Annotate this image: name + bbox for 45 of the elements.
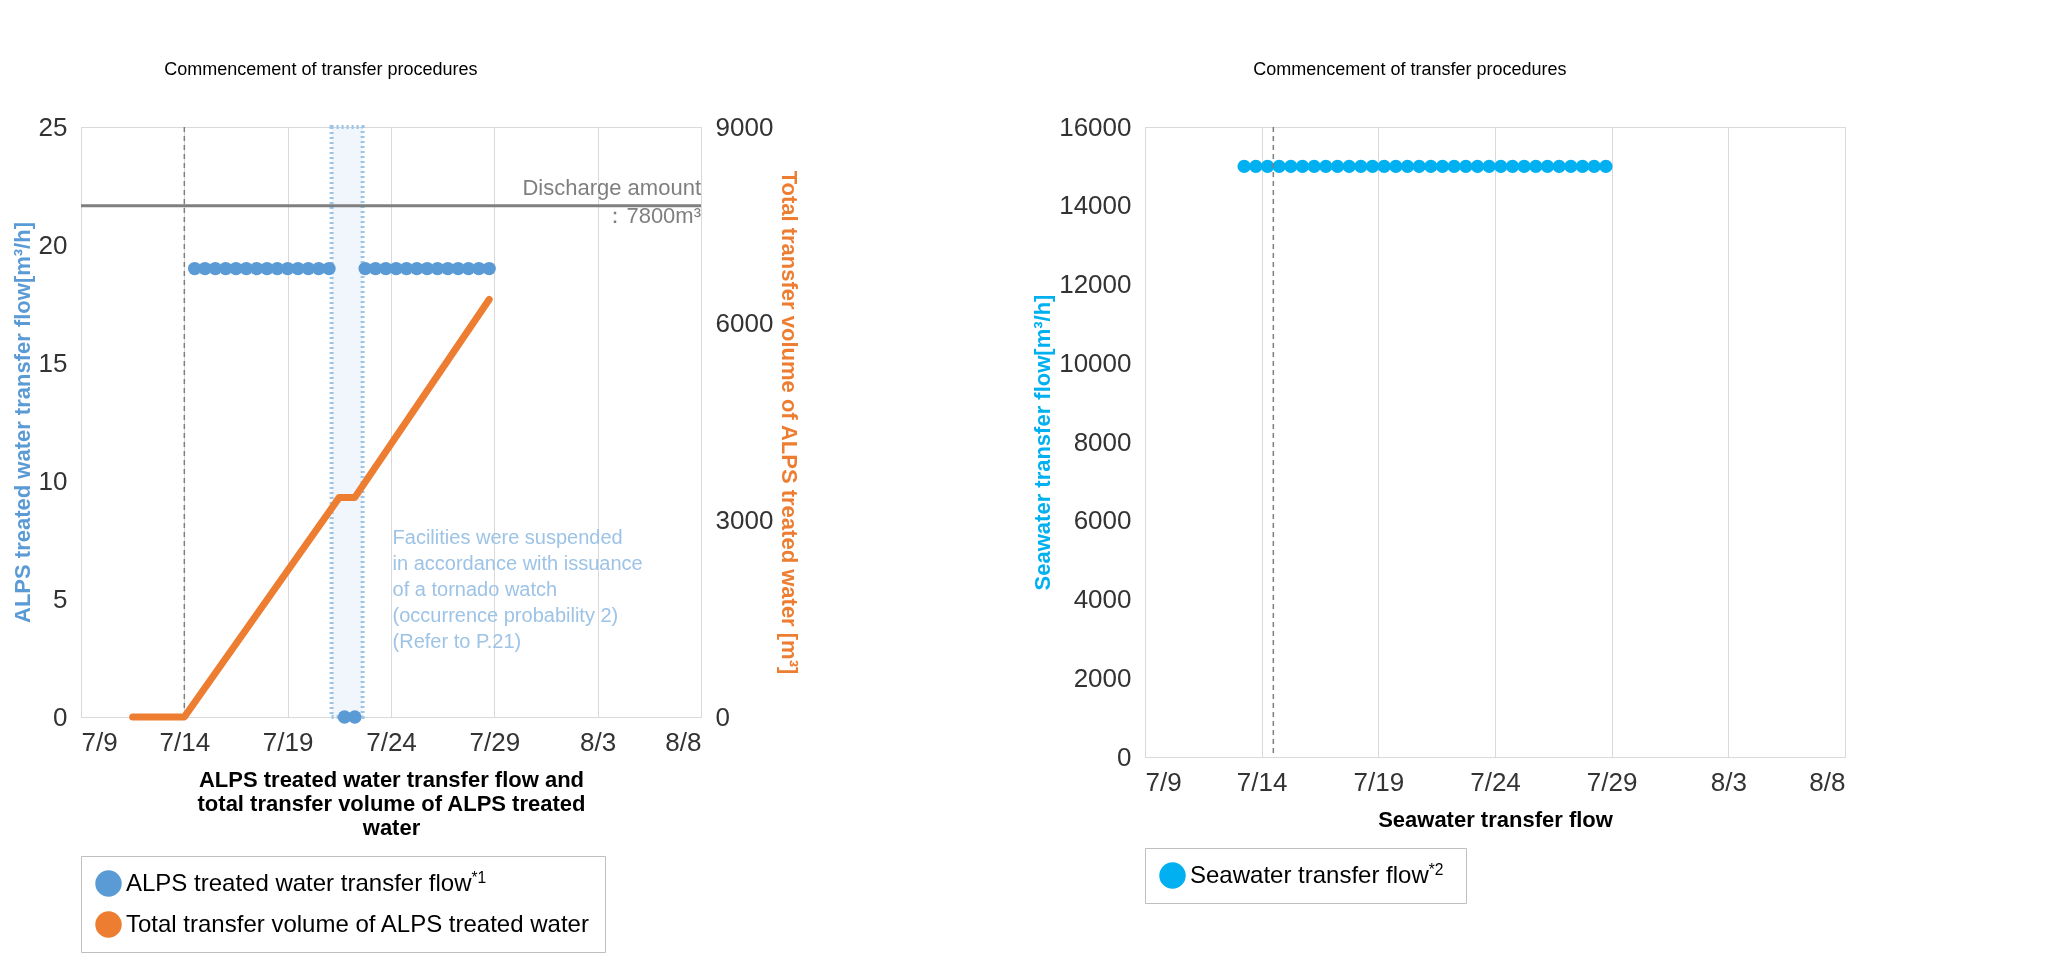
y-tick-label: 0 (53, 701, 68, 732)
x-axis-title: ALPS treated water transfer flow and total transfer volume of ALPS treated water (197, 766, 586, 840)
y-tick-label: 16000 (1059, 111, 1132, 142)
y2-tick-label: 3000 (715, 504, 774, 535)
x-tick-label: 7/9 (81, 726, 118, 757)
x-tick-label: 7/14 (1236, 766, 1288, 797)
y-tick-label: 4000 (1073, 584, 1132, 614)
x-axis-title: Seawater transfer flow (1378, 806, 1614, 832)
x-tick-label: 7/29 (469, 726, 521, 757)
legend-label: Total transfer volume of ALPS treated water (126, 909, 589, 937)
y-tick-label: 0 (1117, 741, 1132, 772)
legend-label: ALPS treated water transfer flow$^{*1}$ (126, 868, 487, 896)
band-label: Facilities were suspended in accordance with issuance of a tornado watch (occurrence probability 2) (Refer to P.21) (392, 526, 643, 653)
x-tick-label: 7/14 (159, 726, 211, 757)
x-tick-label: 7/19 (1353, 766, 1405, 797)
ref-line-label: Discharge amount ：7800m³ (522, 174, 701, 228)
x-tick-label: 7/29 (1586, 766, 1638, 797)
y-tick-label: 15 (38, 347, 68, 378)
y-tick-label: 6000 (1073, 505, 1132, 536)
y-tick-label: 8000 (1073, 426, 1132, 457)
x-tick-label: 7/24 (1470, 766, 1521, 797)
x-tick-label: 8/8 (665, 726, 702, 757)
legend-label: Seawater transfer flow$^{*2}$ (1190, 860, 1444, 888)
y2-axis-title: Total transfer volume of ALPS treated water [m³] (777, 170, 803, 675)
ref-line-label: Commencement of transfer procedures (164, 59, 478, 79)
y-tick-label: 10000 (1059, 347, 1132, 378)
ref-line-label: Commencement of transfer procedures (1253, 59, 1567, 79)
y-tick-label: 12000 (1059, 269, 1132, 299)
x-tick-label: 8/8 (1809, 766, 1846, 797)
y-tick-label: 5 (53, 583, 68, 614)
x-tick-label: 7/9 (1145, 766, 1182, 797)
x-tick-label: 8/3 (580, 726, 617, 757)
x-tick-label: 8/3 (1710, 766, 1747, 797)
y-tick-label: 2000 (1073, 662, 1132, 693)
x-tick-label: 7/24 (366, 726, 417, 757)
y-tick-label: 14000 (1059, 190, 1132, 221)
y2-tick-label: 9000 (715, 111, 774, 142)
y-axis-title: ALPS treated water transfer flow[m³/h] (9, 222, 35, 623)
y-axis-title: Seawater transfer flow[m³/h] (1030, 294, 1056, 591)
x-tick-label: 7/19 (262, 726, 314, 757)
y-tick-label: 25 (38, 111, 68, 142)
y-tick-label: 20 (38, 229, 68, 260)
y2-tick-label: 0 (715, 701, 730, 732)
y2-tick-label: 6000 (715, 308, 774, 339)
y-tick-label: 10 (38, 465, 68, 496)
